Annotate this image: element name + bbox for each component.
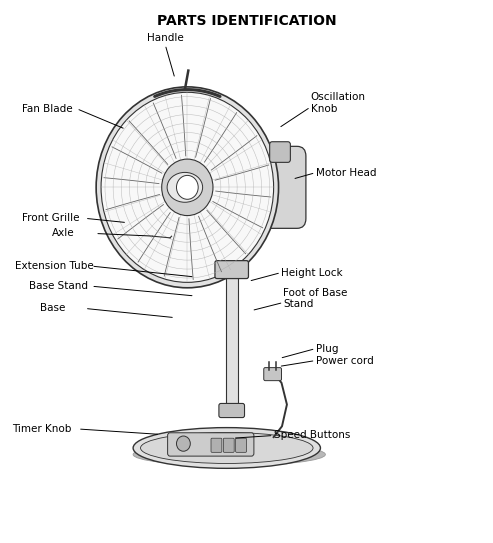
Circle shape bbox=[176, 175, 198, 199]
Text: Fan Blade: Fan Blade bbox=[22, 104, 73, 113]
Text: Axle: Axle bbox=[52, 229, 74, 238]
Circle shape bbox=[96, 87, 279, 288]
Bar bbox=[226, 274, 238, 410]
Text: Oscillation
Knob: Oscillation Knob bbox=[311, 92, 366, 114]
FancyBboxPatch shape bbox=[211, 438, 222, 452]
Circle shape bbox=[176, 436, 190, 451]
FancyBboxPatch shape bbox=[236, 438, 246, 452]
FancyBboxPatch shape bbox=[168, 433, 254, 456]
Text: Base Stand: Base Stand bbox=[29, 281, 88, 291]
Text: Handle: Handle bbox=[147, 34, 183, 43]
Text: Extension Tube: Extension Tube bbox=[15, 261, 94, 271]
Ellipse shape bbox=[167, 172, 203, 202]
Text: Speed Buttons: Speed Buttons bbox=[274, 431, 350, 440]
Text: Foot of Base
Stand: Foot of Base Stand bbox=[283, 288, 348, 310]
FancyBboxPatch shape bbox=[270, 142, 290, 162]
Circle shape bbox=[162, 159, 213, 216]
FancyBboxPatch shape bbox=[223, 438, 234, 452]
Text: Power cord: Power cord bbox=[316, 356, 373, 365]
Text: Timer Knob: Timer Knob bbox=[12, 424, 71, 434]
FancyBboxPatch shape bbox=[264, 368, 282, 381]
Circle shape bbox=[101, 92, 274, 282]
Text: PARTS IDENTIFICATION: PARTS IDENTIFICATION bbox=[157, 14, 336, 28]
FancyBboxPatch shape bbox=[251, 146, 306, 228]
Text: Base: Base bbox=[40, 304, 66, 313]
Ellipse shape bbox=[133, 443, 325, 466]
Text: Height Lock: Height Lock bbox=[281, 268, 343, 277]
Text: Plug: Plug bbox=[316, 344, 338, 353]
Ellipse shape bbox=[141, 432, 313, 464]
Ellipse shape bbox=[133, 428, 320, 468]
Bar bbox=[225, 190, 239, 274]
FancyBboxPatch shape bbox=[219, 403, 245, 418]
Text: Motor Head: Motor Head bbox=[316, 168, 376, 178]
FancyBboxPatch shape bbox=[215, 261, 248, 279]
Text: Front Grille: Front Grille bbox=[22, 213, 80, 223]
